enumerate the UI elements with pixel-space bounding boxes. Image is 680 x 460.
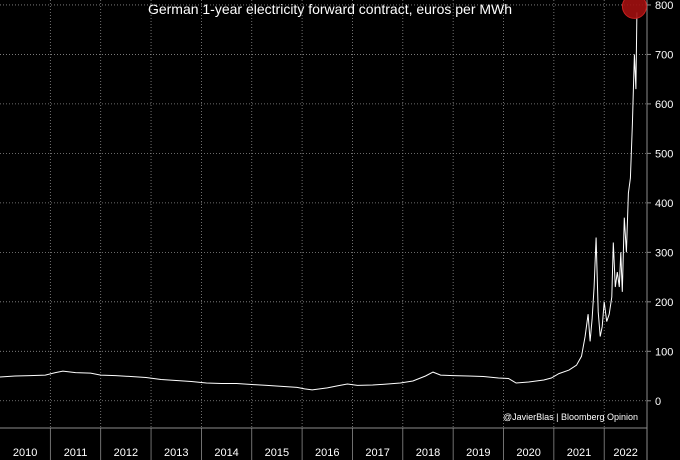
y-tick-label: 300 bbox=[655, 247, 673, 259]
x-tick-label: 2018 bbox=[416, 447, 440, 459]
x-tick-label: 2021 bbox=[567, 447, 591, 459]
y-axis: 0 100 200 300 400 500 600 700 800 bbox=[646, 0, 673, 460]
x-tick-label: 2015 bbox=[265, 447, 289, 459]
x-tick-label: 2020 bbox=[516, 447, 540, 459]
x-tick-label: 2010 bbox=[13, 447, 37, 459]
x-tick-label: 2022 bbox=[613, 447, 637, 459]
x-tick-label: 2013 bbox=[164, 447, 188, 459]
x-tick-label: 2016 bbox=[315, 447, 339, 459]
x-tick-label: 2014 bbox=[214, 447, 238, 459]
chart-title: German 1-year electricity forward contra… bbox=[148, 1, 512, 17]
peak-highlight-marker bbox=[621, 0, 647, 19]
x-tick-label: 2017 bbox=[365, 447, 389, 459]
y-tick-label: 200 bbox=[655, 297, 673, 309]
x-tick-label: 2012 bbox=[114, 447, 138, 459]
chart-credit: @JavierBlas | Bloomberg Opinion bbox=[503, 412, 638, 422]
y-tick-label: 500 bbox=[655, 148, 673, 160]
x-tick-label: 2019 bbox=[466, 447, 490, 459]
y-tick-label: 600 bbox=[655, 99, 673, 111]
highlight-layer bbox=[621, 0, 647, 19]
x-axis: 2010 2011 2012 2013 2014 2015 2016 2017 2018 2019… bbox=[0, 427, 647, 460]
y-tick-label: 700 bbox=[655, 49, 673, 61]
y-tick-label: 0 bbox=[655, 396, 661, 408]
y-tick-label: 800 bbox=[655, 0, 673, 12]
y-tick-label: 100 bbox=[655, 346, 673, 358]
series-layer bbox=[0, 12, 638, 391]
y-tick-label: 400 bbox=[655, 198, 673, 210]
x-tick-label: 2011 bbox=[64, 447, 88, 459]
series-line bbox=[0, 12, 638, 391]
grid bbox=[0, 0, 647, 428]
